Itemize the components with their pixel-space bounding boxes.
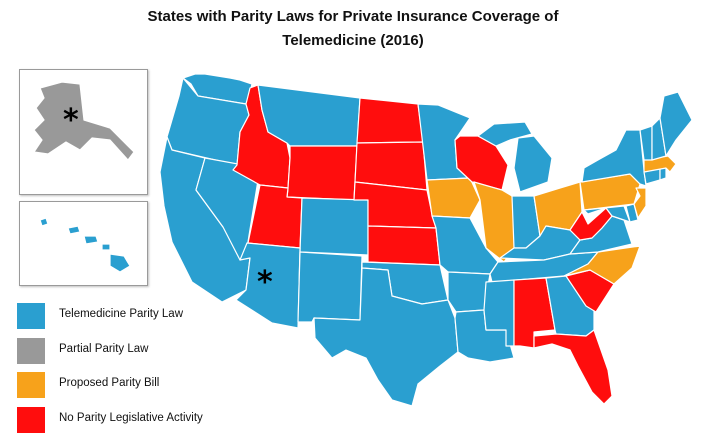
state-ia	[426, 177, 481, 219]
state-ak	[33, 81, 135, 161]
state-hi	[39, 217, 131, 273]
legend-item-parity-law: Telemedicine Parity Law	[17, 303, 247, 329]
state-me	[659, 91, 693, 157]
legend-swatch	[17, 407, 45, 433]
state-md	[583, 205, 631, 223]
legend-swatch	[17, 372, 45, 398]
state-co	[299, 197, 369, 256]
state-wa	[182, 73, 253, 105]
legend-label: Proposed Parity Bill	[59, 377, 160, 389]
state-nj	[633, 187, 647, 219]
legend-label: Partial Parity Law	[59, 343, 149, 355]
legend-swatch	[17, 338, 45, 364]
alaska-partial-marker: *	[63, 103, 79, 138]
map-title-line-2: Telemedicine (2016)	[282, 32, 424, 49]
legend-item-no-activity: No Parity Legislative Activity	[17, 407, 247, 433]
arizona-partial-marker: *	[257, 265, 273, 300]
state-nm	[297, 251, 363, 323]
state-mi-lower	[513, 135, 553, 193]
state-wy	[286, 145, 358, 201]
state-ks	[367, 225, 441, 266]
state-nc	[563, 245, 641, 285]
state-mi-upper	[477, 121, 533, 147]
legend-item-partial-parity: Partial Parity Law	[17, 338, 247, 364]
legend-label: Telemedicine Parity Law	[59, 308, 184, 320]
state-nd	[356, 97, 424, 144]
state-ri	[659, 167, 667, 181]
map-title-line-1: States with Parity Laws for Private Insu…	[147, 8, 559, 25]
legend-item-proposed-bill: Proposed Parity Bill	[17, 372, 247, 398]
state-fl	[533, 329, 613, 405]
legend-swatch	[17, 303, 45, 329]
legend-label: No Parity Legislative Activity	[59, 412, 203, 424]
state-tx	[313, 267, 459, 407]
hawaii-inset-frame	[19, 201, 148, 286]
